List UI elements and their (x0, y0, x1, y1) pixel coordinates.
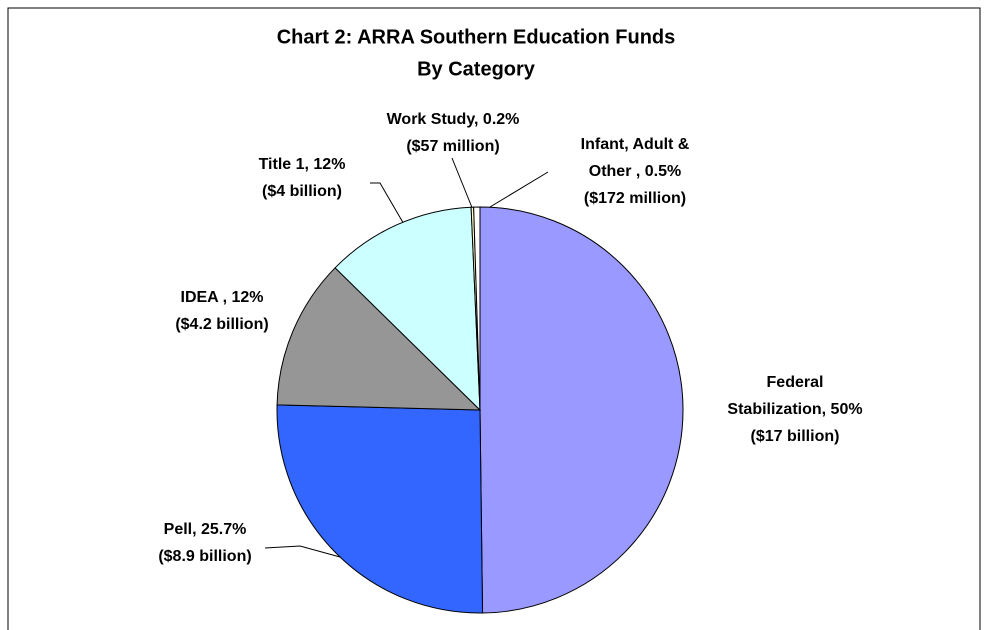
pie-slice (334, 206, 481, 412)
pie-slice (479, 206, 684, 614)
data-label: ($4.2 billion) (175, 316, 268, 333)
chart-title: By Category (417, 58, 536, 80)
data-label: Stabilization, 50% (727, 401, 862, 418)
leader-line (451, 157, 474, 211)
data-label: ($4 billion) (262, 183, 342, 200)
data-label: ($17 billion) (751, 428, 840, 445)
data-label: ($172 million) (584, 190, 686, 207)
data-label: IDEA , 12% (181, 289, 264, 306)
data-label: Title 1, 12% (259, 156, 346, 173)
leader-line (484, 171, 549, 211)
data-label: Pell, 25.7% (164, 521, 247, 538)
pie-slice (276, 404, 484, 614)
chart-title: Chart 2: ARRA Southern Education Funds (277, 26, 676, 48)
data-label: Work Study, 0.2% (387, 111, 520, 128)
data-label: Other , 0.5% (589, 163, 681, 180)
leader-line (264, 545, 341, 558)
pie-slice (473, 206, 481, 411)
data-label: ($8.9 billion) (158, 548, 251, 565)
leader-lines (264, 157, 549, 558)
data-label: Federal (767, 374, 824, 391)
pie-slice (276, 267, 482, 411)
data-label: Infant, Adult & (581, 136, 690, 153)
leader-line (370, 182, 406, 227)
data-label: ($57 million) (406, 138, 499, 155)
